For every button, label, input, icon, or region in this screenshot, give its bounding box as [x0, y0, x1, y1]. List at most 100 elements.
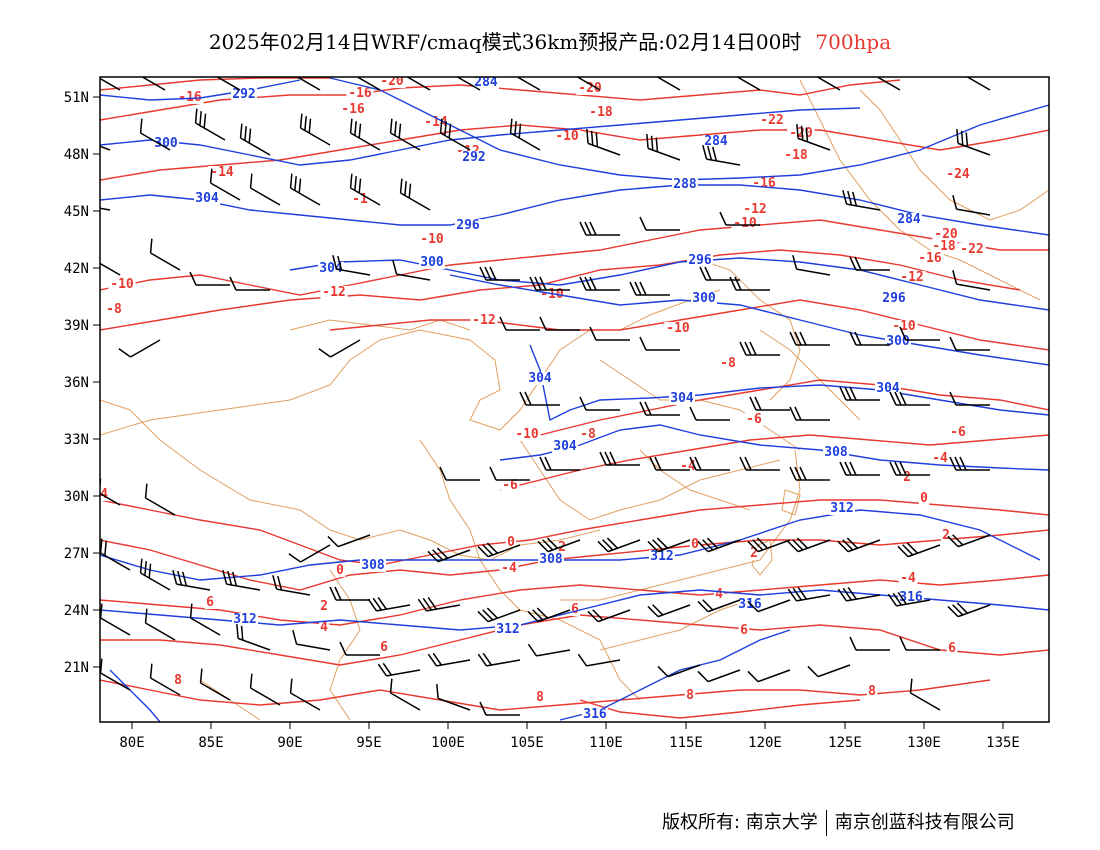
temperature-label: -16	[918, 251, 942, 266]
wind-barb	[479, 266, 520, 281]
wind-barb	[739, 456, 780, 471]
wind-barb-layer	[100, 77, 991, 716]
temperature-label-bg	[741, 203, 769, 216]
height-label: 296	[882, 291, 906, 306]
wind-barb	[787, 537, 831, 553]
wind-barb	[100, 538, 131, 571]
wind-barb	[649, 456, 690, 471]
temperature-label: -16	[341, 102, 365, 117]
temperature-label-bg	[866, 685, 878, 698]
title-main: 2025年02月14日WRF/cmaq模式36km预报产品:02月14日00时	[208, 30, 802, 54]
temperature-label-bg	[339, 103, 367, 116]
wind-barb	[537, 537, 581, 553]
plot-frame	[99, 76, 1050, 723]
wind-barb	[289, 678, 321, 711]
height-label-bg	[669, 392, 695, 405]
temperature-label: 6	[740, 623, 748, 638]
wind-barb	[199, 668, 231, 701]
wind-barb	[350, 77, 381, 91]
wind-barb	[427, 547, 471, 563]
wind-barb	[899, 636, 940, 651]
height-label: 304	[195, 191, 219, 206]
wind-barb	[389, 678, 421, 711]
height-label: 284	[704, 134, 728, 149]
temperature-label: 2	[750, 546, 758, 561]
height-label: 296	[688, 253, 712, 268]
height-label-bg	[687, 254, 713, 267]
boundary-line	[329, 569, 361, 721]
height-label-bg	[881, 292, 907, 305]
temperature-label: 0	[691, 537, 699, 552]
temperature-label: -18	[784, 148, 808, 163]
temperature-contour	[100, 499, 1049, 566]
temperature-label-bg	[378, 641, 390, 654]
temperature-label: -22	[960, 242, 983, 257]
height-label: 308	[539, 552, 563, 567]
wind-barb	[477, 542, 521, 558]
wind-barb	[956, 129, 991, 156]
temperature-label-bg	[901, 471, 913, 484]
temperature-label-bg	[744, 413, 764, 426]
temperature-label: 8	[174, 673, 182, 688]
temperature-label-bg	[538, 288, 566, 301]
height-label: 284	[897, 212, 921, 227]
boundary-line	[519, 439, 781, 521]
x-tick-label: 105E	[510, 735, 544, 751]
y-tick-label: 48N	[64, 147, 89, 163]
height-label: 296	[456, 218, 480, 233]
temperature-label-bg	[748, 547, 760, 560]
height-label-bg	[527, 372, 553, 385]
wind-barb	[439, 118, 471, 151]
height-label-bg	[829, 502, 855, 515]
wind-barb	[489, 466, 530, 481]
wind-barb	[367, 596, 411, 612]
temperature-label-bg	[758, 114, 786, 127]
wind-barb	[417, 596, 461, 612]
wind-barb	[689, 456, 730, 471]
temperature-label-bg	[916, 252, 944, 265]
wind-barb	[349, 118, 381, 151]
temperature-label: -16	[178, 90, 202, 105]
wind-barb	[236, 624, 271, 651]
wind-barb	[529, 276, 570, 291]
height-label-bg	[495, 623, 521, 636]
height-label-bg	[461, 151, 487, 164]
temperature-label-bg	[172, 674, 184, 687]
wind-barb	[392, 260, 431, 281]
wind-barb	[747, 537, 791, 553]
wind-barb	[349, 173, 381, 206]
wind-barb	[194, 108, 226, 141]
boundary-line	[799, 79, 1041, 301]
wind-barb	[477, 652, 521, 667]
temperature-label-bg	[932, 228, 960, 241]
temperature-label-bg	[318, 621, 330, 634]
wind-barb	[577, 653, 621, 667]
height-label: 288	[673, 177, 697, 192]
y-tick-label: 45N	[64, 204, 89, 220]
wind-barb	[299, 113, 331, 146]
wind-barb	[629, 281, 670, 296]
boundary-line	[100, 399, 601, 561]
temperature-label: -8	[106, 302, 122, 317]
wind-barb	[439, 466, 480, 481]
temperature-label-bg	[944, 168, 972, 181]
height-label-bg	[318, 262, 344, 275]
wind-barb	[329, 586, 370, 601]
temperature-label: 0	[920, 491, 928, 506]
temperature-label-bg	[513, 428, 541, 441]
copyright-left: 版权所有: 南京大学	[662, 812, 818, 833]
wind-barb	[288, 544, 331, 563]
temperature-label-bg	[946, 642, 958, 655]
height-label-bg	[419, 256, 445, 269]
temperature-label: -4	[501, 561, 517, 576]
temperature-label-bg	[505, 536, 517, 549]
y-tick-label: 42N	[64, 261, 89, 277]
wind-barb	[510, 77, 541, 91]
x-tick-label: 90E	[277, 735, 302, 751]
wind-barb	[849, 331, 890, 346]
temperature-label-bg	[576, 82, 604, 95]
wind-barb	[318, 339, 361, 358]
temperature-label: -24	[946, 167, 970, 182]
temperature-label: -8	[580, 427, 596, 442]
